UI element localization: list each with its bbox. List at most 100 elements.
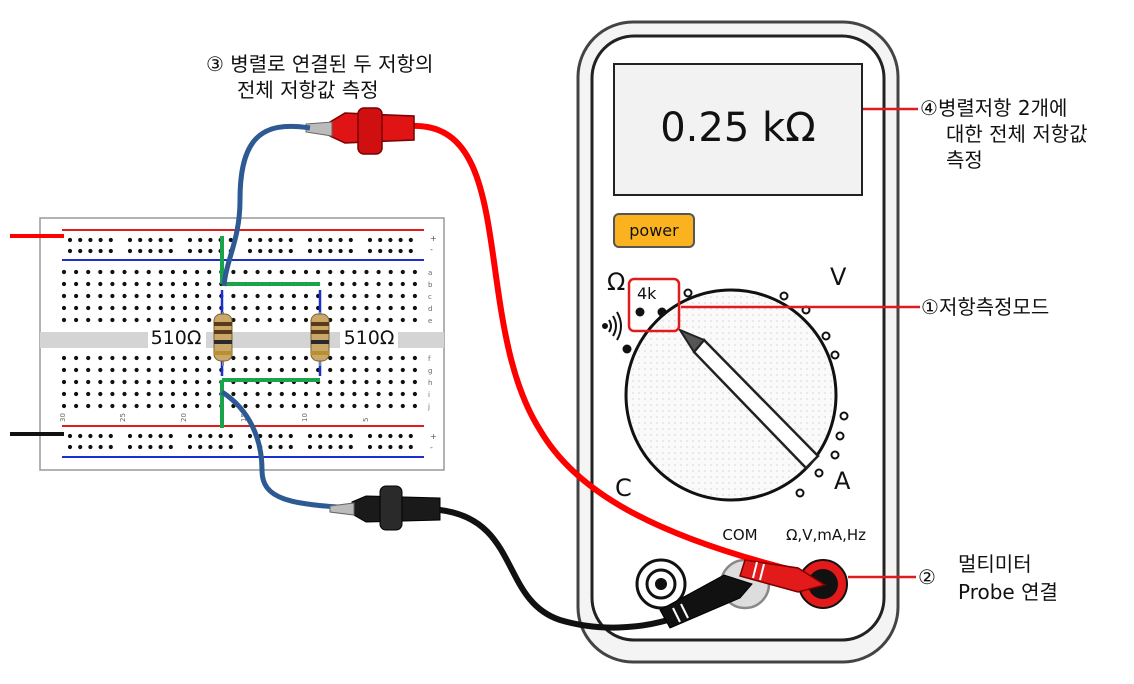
black-probe-plug[interactable]	[659, 574, 753, 629]
breadboard-hole	[61, 317, 67, 323]
breadboard-hole	[122, 379, 127, 385]
blue-wire-bottom	[220, 389, 353, 511]
row-letter: i	[428, 391, 430, 399]
dial-dot[interactable]	[821, 331, 831, 341]
breadboard-hole	[158, 433, 163, 439]
breadboard-hole	[170, 305, 175, 311]
breadboard-hole	[303, 293, 309, 299]
annotation-4: ④병렬저항 2개에	[920, 96, 1067, 120]
black-alligator-clip[interactable]	[329, 485, 441, 531]
breadboard-hole	[110, 269, 115, 275]
dial-dot[interactable]	[795, 488, 805, 498]
breadboard-hole	[378, 444, 383, 450]
breadboard-hole	[127, 444, 133, 450]
breadboard-hole	[303, 317, 309, 323]
breadboard-hole	[61, 269, 67, 275]
breadboard-hole	[268, 248, 273, 254]
breadboard-hole	[158, 281, 163, 287]
breadboard-hole	[198, 237, 203, 243]
breadboard-hole	[408, 444, 413, 450]
breadboard-hole	[86, 391, 91, 397]
breadboard-hole	[376, 355, 381, 361]
breadboard-hole	[243, 391, 248, 397]
breadboard-hole	[86, 305, 91, 311]
breadboard-hole	[412, 317, 417, 323]
breadboard-hole	[340, 367, 345, 373]
breadboard-hole	[86, 403, 91, 409]
breadboard-hole	[328, 433, 333, 439]
resistor-left-label: 510Ω	[151, 327, 202, 349]
breadboard-hole	[376, 293, 381, 299]
breadboard-hole	[207, 305, 212, 311]
breadboard-hole	[338, 248, 343, 254]
rotary-dial[interactable]	[624, 288, 838, 502]
breadboard-hole	[138, 433, 143, 439]
breadboard-hole	[110, 281, 115, 287]
breadboard-hole	[376, 317, 381, 323]
breadboard-hole	[364, 281, 369, 287]
breadboard-hole	[98, 403, 103, 409]
breadboard-hole	[388, 317, 393, 323]
breadboard-hole	[412, 269, 417, 275]
breadboard-hole	[268, 444, 273, 450]
dial-dot[interactable]	[839, 411, 849, 421]
breadboard-hole	[195, 305, 200, 311]
breadboard-hole	[400, 269, 405, 275]
breadboard-hole	[288, 248, 293, 254]
lcd-reading: 0.25 kΩ	[660, 105, 816, 151]
breadboard-hole	[98, 237, 103, 243]
com-jack-left[interactable]	[635, 558, 687, 610]
breadboard-hole	[158, 317, 163, 323]
dial-dot[interactable]	[830, 350, 840, 360]
breadboard-hole	[158, 391, 163, 397]
breadboard-hole	[198, 433, 203, 439]
red-alligator-clip[interactable]	[305, 107, 415, 155]
breadboard-hole	[208, 444, 213, 450]
breadboard-hole	[388, 444, 393, 450]
breadboard-hole	[195, 355, 200, 361]
breadboard-hole	[78, 248, 83, 254]
breadboard-hole	[364, 305, 369, 311]
breadboard-hole	[74, 281, 79, 287]
breadboard-hole	[388, 355, 393, 361]
breadboard-hole	[108, 444, 113, 450]
breadboard-hole	[267, 403, 272, 409]
breadboard-hole	[288, 237, 293, 243]
dial-dot[interactable]	[835, 431, 845, 441]
annotation-2-line1: 멀티미터	[958, 552, 1032, 576]
row-letter: g	[428, 367, 432, 375]
breadboard-hole	[328, 367, 333, 373]
breadboard-hole	[388, 293, 393, 299]
black-probe-wire	[439, 507, 669, 631]
breadboard-hole	[255, 367, 260, 373]
breadboard-hole	[231, 391, 236, 397]
dial-dot-continuity[interactable]	[622, 344, 632, 354]
breadboard-hole	[187, 444, 193, 450]
breadboard-hole	[134, 305, 139, 311]
dial-dot[interactable]	[683, 288, 693, 298]
dial-dot-4k[interactable]	[635, 307, 645, 317]
dial-dots	[622, 288, 849, 498]
annotation-3-line1: 병렬로 연결된 두 저항의	[230, 52, 434, 76]
red-probe-plug[interactable]	[739, 559, 827, 593]
breadboard-hole	[376, 269, 381, 275]
breadboard-hole	[170, 293, 175, 299]
breadboard-hole	[267, 367, 272, 373]
dial-dot[interactable]	[830, 450, 840, 460]
breadboard-hole	[388, 237, 393, 243]
breadboard-hole	[243, 269, 248, 275]
breadboard-hole	[247, 433, 253, 439]
dial-dot[interactable]	[814, 468, 824, 478]
dial-dot[interactable]	[657, 307, 667, 317]
breadboard-hole	[278, 248, 283, 254]
breadboard-hole	[340, 317, 345, 323]
power-button[interactable]: power	[613, 213, 695, 248]
resistor-right-label-bg	[340, 324, 398, 350]
breadboard-hole	[61, 403, 67, 409]
breadboard-hole	[187, 248, 193, 254]
breadboard-hole	[98, 269, 103, 275]
breadboard-hole	[340, 305, 345, 311]
dial-dot[interactable]	[779, 291, 789, 301]
breadboard-hole	[218, 433, 223, 439]
breadboard-hole	[134, 355, 139, 361]
